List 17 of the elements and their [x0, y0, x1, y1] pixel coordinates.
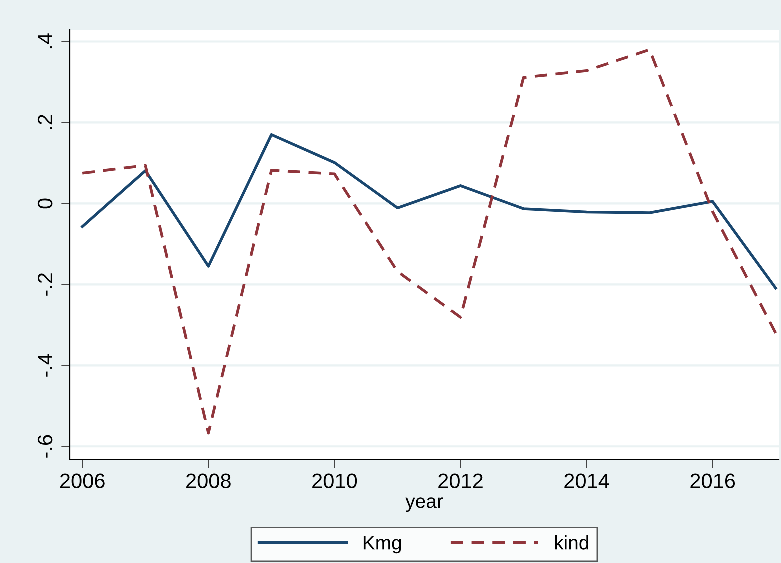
- line-series: [81, 133, 778, 290]
- y-tick-label: .2: [38, 115, 52, 130]
- legend-label: kind: [555, 536, 588, 550]
- x-axis-title: year: [406, 498, 444, 512]
- x-tick-label: 2014: [564, 474, 610, 488]
- x-tick-label: 2012: [438, 474, 483, 488]
- y-tick-label: -.4: [38, 354, 52, 377]
- x-tick-label: 2016: [690, 474, 736, 488]
- y-tick-label: -.2: [38, 274, 52, 296]
- y-tick-label: -.6: [38, 435, 53, 458]
- y-tick-label: .4: [38, 34, 52, 49]
- x-tick-label: 2010: [312, 474, 358, 488]
- line-series: [81, 48, 778, 435]
- x-tick-label: 2008: [186, 474, 231, 488]
- legend-label: Kmg: [364, 536, 402, 554]
- x-tick-label: 2006: [60, 474, 105, 488]
- y-tick-label: 0: [38, 198, 53, 209]
